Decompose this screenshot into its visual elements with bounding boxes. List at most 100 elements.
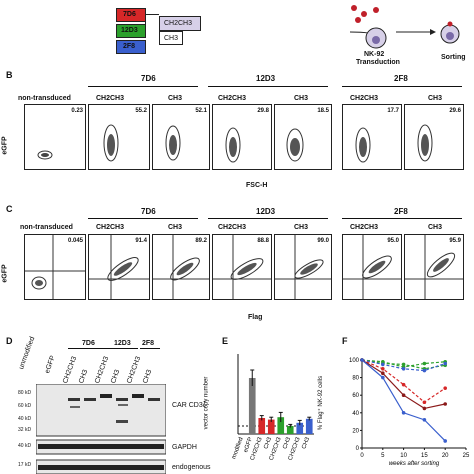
flow-plot: 17.7 <box>342 104 402 170</box>
gate-value: 0.23 <box>71 108 83 114</box>
data-point <box>422 368 427 373</box>
group-underline <box>88 218 198 219</box>
y-axis-label: eGFP <box>1 136 9 155</box>
construct-box-ch2ch3: CH2CH3 <box>159 16 201 31</box>
connector-line <box>145 14 159 15</box>
group-label-2f8: 2F8 <box>394 74 408 83</box>
group-underline <box>342 86 462 87</box>
bar <box>296 422 304 434</box>
flow-plot: 89.2 <box>152 234 210 300</box>
x-tick-label: CH3 <box>263 436 273 450</box>
y-tick-label: 20 <box>352 428 359 434</box>
gate-value: 99.0 <box>317 238 329 244</box>
series-line <box>361 359 446 403</box>
data-point <box>360 358 364 362</box>
gate-value: 95.0 <box>387 238 399 244</box>
data-point <box>401 393 406 397</box>
panel-letter-c: C <box>6 204 13 214</box>
gate-value: 95.9 <box>449 238 461 244</box>
construct-label-ch2ch3: CH2CH3 <box>164 20 193 27</box>
gate-value: 17.7 <box>387 108 399 114</box>
data-point <box>401 382 406 387</box>
blot-label-car: CAR CD3ζ <box>172 402 206 409</box>
connector-line <box>145 14 146 38</box>
group-underline <box>208 86 328 87</box>
clone-box-12d3: 12D3 <box>116 24 146 38</box>
bar <box>277 417 285 434</box>
nk92-cell-illustration <box>349 5 460 49</box>
lane-label: CH2CH3 <box>62 355 79 385</box>
x-tick-label: CH3 <box>282 436 292 450</box>
bar <box>305 418 313 434</box>
construct-box-ch3: CH3 <box>159 31 183 45</box>
flow-plot: 18.5 <box>274 104 332 170</box>
flow-plot: 52.1 <box>152 104 210 170</box>
gate-value: 55.2 <box>135 108 147 114</box>
sub-label: CH3 <box>428 95 443 102</box>
data-point <box>381 371 385 375</box>
x-tick-label: modified <box>231 437 244 460</box>
mw-label: 17 kD <box>18 462 32 468</box>
mw-label: 80 kD <box>18 390 32 396</box>
group-label-7d6: 7D6 <box>141 207 156 216</box>
data-point <box>401 367 406 371</box>
control-label: non-transduced <box>20 224 73 231</box>
group-label-12d3: 12D3 <box>256 74 276 83</box>
clone-label-2f8: 2F8 <box>123 43 136 50</box>
x-tick-label: 10 <box>400 453 407 459</box>
bar <box>267 419 275 434</box>
gate-value: 29.6 <box>449 108 461 114</box>
flow-plot: 55.2 <box>88 104 150 170</box>
data-point <box>422 361 427 366</box>
mw-label: 60 kD <box>18 403 32 409</box>
western-blot-image <box>36 384 166 474</box>
gate-value: 89.2 <box>195 238 207 244</box>
gate-value: 29.8 <box>257 108 269 114</box>
y-tick-label: 40 <box>352 411 359 417</box>
bar <box>248 378 256 434</box>
clone-box-2f8: 2F8 <box>116 40 146 54</box>
panel-letter-d: D <box>6 336 13 346</box>
mw-label: 40 kD <box>18 416 32 422</box>
panel-letter-b: B <box>6 70 13 80</box>
gate-value: 0.045 <box>67 238 83 244</box>
sub-label: CH3 <box>294 95 309 102</box>
x-axis-label: Flag <box>248 314 263 321</box>
group-label-2f8: 2F8 <box>394 207 408 216</box>
y-axis-label: eGFP <box>1 264 9 283</box>
data-point <box>381 375 385 380</box>
construct-label-ch3: CH3 <box>164 35 179 42</box>
flow-plot: 0.23 <box>24 104 86 170</box>
flow-plot: 91.4 <box>88 234 150 300</box>
lane-label: unmodified <box>18 335 37 371</box>
data-point <box>401 411 406 415</box>
flow-plot: 29.6 <box>404 104 464 170</box>
mw-label: 32 kD <box>18 427 32 433</box>
sub-label: CH3 <box>168 224 183 231</box>
group-underline <box>140 348 160 349</box>
sorting-label: Sorting <box>441 54 466 61</box>
transduction-label-line1: NK-92 <box>364 51 385 58</box>
sub-label: CH2CH3 <box>96 224 125 231</box>
group-underline <box>68 348 110 349</box>
x-tick-label: 0 <box>360 453 364 459</box>
sub-label: CH3 <box>428 224 443 231</box>
sub-label: CH3 <box>294 224 309 231</box>
flow-plot: 29.8 <box>212 104 272 170</box>
data-point <box>381 367 385 371</box>
gate-value: 91.4 <box>135 238 147 244</box>
blot-label-endogenous: endogenous <box>172 464 211 471</box>
y-tick-label: 100 <box>349 358 360 364</box>
sub-label: CH2CH3 <box>218 95 247 102</box>
group-label-7d6: 7D6 <box>82 340 95 347</box>
clone-label-7d6: 7D6 <box>123 11 136 18</box>
data-point <box>443 402 447 406</box>
data-point <box>443 361 447 366</box>
bar <box>258 418 266 434</box>
flow-plot: 0.045 <box>24 234 86 300</box>
gate-value: 88.8 <box>257 238 269 244</box>
group-underline <box>110 348 138 349</box>
x-tick-label: CH3 <box>301 436 311 450</box>
sub-label: CH2CH3 <box>96 95 125 102</box>
